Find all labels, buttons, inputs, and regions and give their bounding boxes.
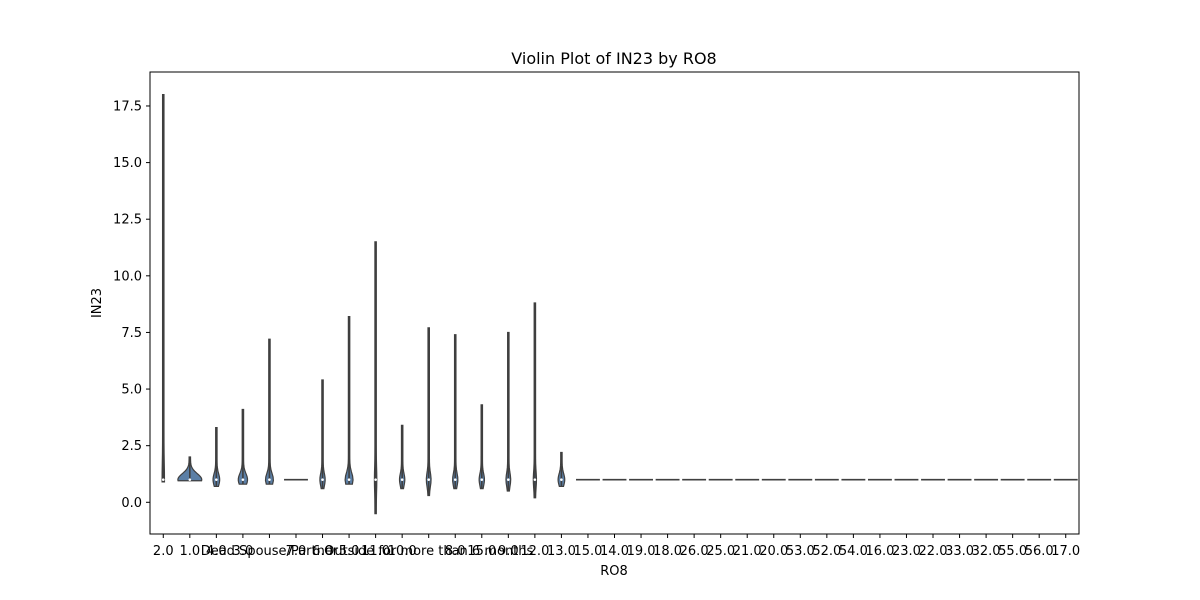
x-tick-label: 9.0 xyxy=(498,544,519,559)
violin-marks xyxy=(161,94,1078,515)
violin-median xyxy=(427,478,431,481)
x-tick-label: 21.0 xyxy=(733,544,762,559)
violin-2.0 xyxy=(161,94,166,483)
x-tick-label: 4.0 xyxy=(206,544,227,559)
violin-median xyxy=(215,478,218,481)
violin-median xyxy=(241,478,245,481)
violin-11.0 xyxy=(373,241,378,515)
x-tick-label: 26.0 xyxy=(680,544,709,559)
violin-10.0 xyxy=(398,424,406,490)
x-tick-label: 56.0 xyxy=(1025,544,1054,559)
x-tick-label: 12.0 xyxy=(520,544,549,559)
x-tick-label: 33.0 xyxy=(945,544,974,559)
x-tick-label: 8.0 xyxy=(445,544,466,559)
y-axis-ticks: 0.0 2.5 5.0 7.5 10.0 12.5 15.0 17.5 xyxy=(113,99,150,511)
violin-median xyxy=(321,478,324,481)
x-tick-label: 6.0 xyxy=(312,544,333,559)
x-tick-label: Dead Spouse/Partner xyxy=(201,544,339,559)
x-tick-label: 2.0 xyxy=(153,544,174,559)
x-tick-label: 11.0 xyxy=(361,544,390,559)
violin-median xyxy=(188,478,192,481)
y-tick-label: 7.5 xyxy=(121,326,142,341)
y-tick-label: 2.5 xyxy=(121,439,142,454)
violin-median xyxy=(507,478,510,481)
x-tick-label: 13.0 xyxy=(547,544,576,559)
x-tick-label: 55.0 xyxy=(998,544,1027,559)
x-tick-label: 20.0 xyxy=(759,544,788,559)
x-tick-label: 7.0 xyxy=(286,544,307,559)
x-tick-label: 14.0 xyxy=(600,544,629,559)
x-tick-label: 53.0 xyxy=(786,544,815,559)
violin-median xyxy=(400,478,404,481)
violin-median xyxy=(533,478,537,481)
x-tick-label: 15.0 xyxy=(467,544,496,559)
x-tick-label: 54.0 xyxy=(839,544,868,559)
x-tick-label: 19.0 xyxy=(627,544,656,559)
violin-median xyxy=(268,478,271,481)
x-tick-label: 25.0 xyxy=(706,544,735,559)
y-axis-label: IN23 xyxy=(90,288,105,318)
violin-12.0 xyxy=(532,302,538,499)
violin-median xyxy=(161,478,165,481)
violin-5.0 xyxy=(344,315,354,485)
chart-title: Violin Plot of IN23 by RO8 xyxy=(511,49,716,68)
x-tick-label: 32.0 xyxy=(972,544,1001,559)
x-tick-label: Outside for more than 6 months xyxy=(324,544,533,559)
violin-6.0 xyxy=(319,379,326,490)
x-tick-label: 16.0 xyxy=(865,544,894,559)
violin-1.0 xyxy=(177,456,203,482)
x-tick-label: 15.0 xyxy=(573,544,602,559)
x-tick-label: 10.0 xyxy=(388,544,417,559)
violin-13.0 xyxy=(557,451,566,488)
x-tick-label: 5.0 xyxy=(339,544,360,559)
y-tick-label: 10.0 xyxy=(113,269,142,284)
violin-9.0 xyxy=(505,331,512,492)
y-tick-label: 5.0 xyxy=(121,383,142,398)
x-axis-label: RO8 xyxy=(600,564,628,579)
violin-median xyxy=(347,478,351,481)
violin-median xyxy=(374,478,377,481)
violin-3.0 xyxy=(237,408,249,485)
x-tick-label: 23.0 xyxy=(892,544,921,559)
violin-median xyxy=(560,478,563,481)
violin-4.0 xyxy=(212,426,221,488)
x-tick-label: 52.0 xyxy=(812,544,841,559)
plot-frame xyxy=(149,71,1080,535)
x-tick-label: 1.0 xyxy=(179,544,200,559)
y-tick-label: 12.5 xyxy=(113,213,142,228)
violin-Dead Spouse/Partner xyxy=(264,338,274,485)
x-tick-label: 17.0 xyxy=(1051,544,1080,559)
x-tick-label: 22.0 xyxy=(919,544,948,559)
violin-median xyxy=(453,478,457,481)
violin-Outside for more than 6 months xyxy=(425,327,432,497)
y-tick-label: 17.5 xyxy=(113,99,142,114)
violin-15.0 xyxy=(478,404,486,490)
x-tick-label: 3.0 xyxy=(233,544,254,559)
violin-median xyxy=(480,478,484,481)
y-tick-label: 15.0 xyxy=(113,156,142,171)
x-tick-label: 18.0 xyxy=(653,544,682,559)
violin-8.0 xyxy=(452,334,459,490)
y-tick-label: 0.0 xyxy=(121,496,142,511)
